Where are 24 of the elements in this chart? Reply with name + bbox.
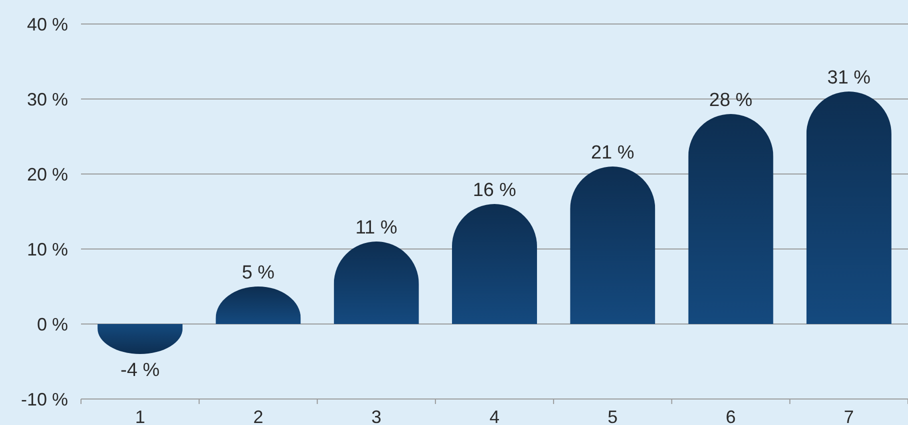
bar (570, 166, 656, 324)
data-label: 11 % (355, 218, 398, 238)
x-tick-label: 1 (135, 407, 146, 425)
y-tick-label: 10 % (26, 239, 68, 260)
data-label: 31 % (827, 68, 871, 88)
x-tick-label: 5 (608, 407, 618, 425)
data-label: 16 % (472, 180, 516, 201)
y-tick-label: -10 % (20, 389, 68, 410)
bar (452, 204, 538, 324)
x-tick-label: 4 (489, 407, 500, 425)
x-tick-label: 7 (844, 407, 854, 425)
data-label: 21 % (590, 142, 634, 164)
x-tick-label: 2 (253, 407, 264, 425)
bar (806, 92, 892, 324)
x-tick-label: 6 (726, 407, 736, 425)
data-label: -4 % (120, 360, 160, 381)
y-tick-label: 40 % (26, 14, 68, 34)
bar (688, 114, 774, 324)
x-tick-label: 3 (371, 407, 382, 425)
y-tick-label: 30 % (26, 89, 68, 110)
y-tick-label: 20 % (26, 164, 68, 184)
y-tick-label: 0 % (36, 314, 68, 334)
data-label: 5 % (242, 262, 275, 284)
data-label: 28 % (709, 90, 753, 111)
